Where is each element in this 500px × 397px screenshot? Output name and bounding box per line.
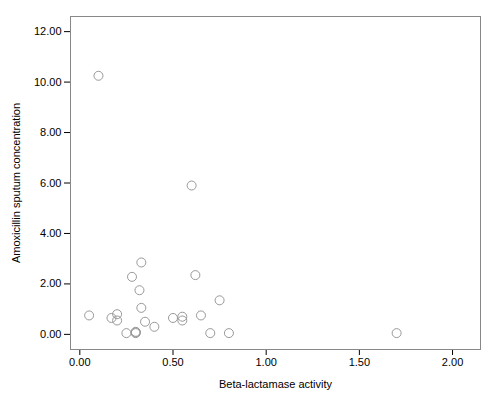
svg-text:0.00: 0.00 xyxy=(69,356,90,368)
svg-text:1.00: 1.00 xyxy=(255,356,276,368)
svg-text:2.00: 2.00 xyxy=(40,277,61,289)
svg-text:Amoxicillin sputum concentrati: Amoxicillin sputum concentration xyxy=(10,103,22,263)
svg-text:12.00: 12.00 xyxy=(34,25,62,37)
svg-text:8.00: 8.00 xyxy=(40,126,61,138)
svg-text:0.00: 0.00 xyxy=(40,328,61,340)
svg-text:0.50: 0.50 xyxy=(162,356,183,368)
svg-text:2.00: 2.00 xyxy=(442,356,463,368)
svg-text:Beta-lactamase activity: Beta-lactamase activity xyxy=(219,378,333,390)
svg-text:6.00: 6.00 xyxy=(40,177,61,189)
svg-text:10.00: 10.00 xyxy=(34,76,62,88)
svg-text:1.50: 1.50 xyxy=(349,356,370,368)
svg-text:4.00: 4.00 xyxy=(40,227,61,239)
